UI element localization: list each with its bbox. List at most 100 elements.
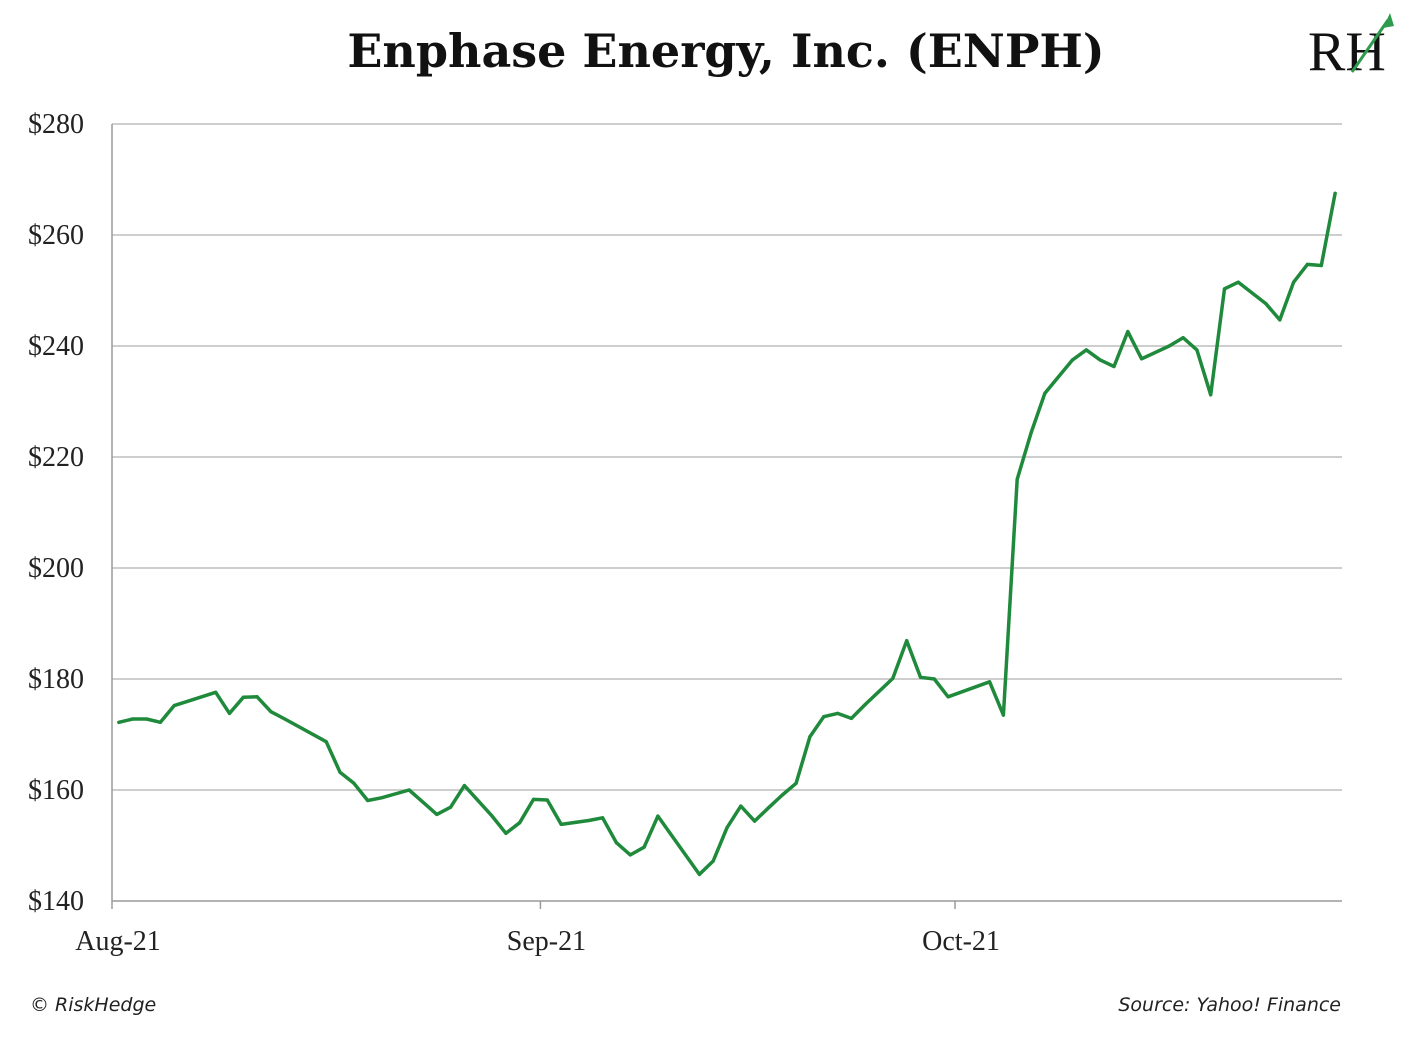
data-point — [366, 798, 370, 803]
data-point — [117, 720, 121, 724]
data-point — [1222, 287, 1227, 291]
data-point — [324, 740, 328, 744]
data-point — [1319, 263, 1323, 268]
data-point — [614, 841, 619, 845]
data-point — [407, 788, 411, 792]
data-point — [974, 685, 978, 689]
data-point — [1098, 358, 1102, 362]
data-point — [808, 735, 812, 739]
y-axis-ticks: $140 $160 $180 $200 $220 $240 $260 $280 — [28, 109, 84, 917]
data-point — [255, 695, 259, 699]
chart-title: Enphase Energy, Inc. (ENPH) — [347, 24, 1104, 78]
data-point — [587, 818, 591, 823]
data-point — [642, 845, 646, 849]
data-point — [1333, 191, 1337, 195]
data-point — [905, 639, 909, 643]
data-point — [1126, 330, 1130, 334]
data-point — [269, 710, 273, 714]
data-point — [988, 680, 992, 684]
y-tick-label: $180 — [28, 664, 84, 695]
data-point — [1209, 393, 1213, 397]
y-tick-label: $220 — [28, 442, 84, 473]
logo-arrow-head — [1383, 13, 1394, 28]
data-point — [1181, 336, 1185, 340]
data-point — [449, 805, 453, 809]
data-point — [739, 804, 743, 808]
data-point — [1264, 302, 1268, 306]
y-tick-label: $260 — [28, 220, 84, 251]
data-point — [863, 702, 867, 707]
data-point — [1140, 357, 1144, 361]
x-tick-label: Aug-21 — [75, 926, 161, 957]
y-tick-label: $200 — [28, 553, 84, 584]
data-point — [1029, 431, 1033, 435]
data-point — [158, 720, 162, 724]
x-tick-label: Sep-21 — [507, 926, 586, 957]
source-text: Source: Yahoo! Finance — [1118, 994, 1341, 1016]
data-point — [1278, 318, 1282, 322]
data-point — [131, 717, 135, 721]
data-point — [559, 822, 563, 827]
data-point — [1043, 391, 1047, 395]
data-point — [1167, 344, 1171, 348]
data-point — [711, 859, 715, 863]
data-point — [836, 711, 840, 716]
gridlines — [111, 123, 1342, 902]
data-point — [1015, 477, 1019, 481]
x-tick-label: Oct-21 — [922, 926, 1000, 957]
data-point — [241, 695, 245, 699]
data-point — [462, 784, 466, 788]
y-tick-label: $140 — [28, 886, 84, 917]
data-point — [172, 704, 176, 708]
data-point — [601, 816, 605, 820]
data-point — [1236, 280, 1240, 284]
data-point — [725, 826, 729, 830]
data-point — [1084, 348, 1088, 352]
data-point — [338, 770, 342, 774]
data-point — [1112, 364, 1116, 369]
copyright-text: © RiskHedge — [30, 994, 156, 1016]
data-point — [766, 806, 771, 810]
logo-lettering: RH — [1308, 21, 1386, 83]
data-point — [145, 717, 149, 721]
data-point — [946, 695, 950, 699]
data-point — [518, 821, 522, 825]
y-tick-label: $280 — [28, 109, 84, 140]
y-tick-label: $240 — [28, 331, 84, 362]
data-point — [1070, 358, 1075, 362]
data-point — [379, 796, 384, 800]
data-point — [283, 717, 287, 721]
data-point — [227, 711, 232, 716]
data-point — [697, 872, 702, 877]
data-point — [628, 853, 632, 857]
data-point — [656, 814, 660, 818]
data-point — [822, 715, 826, 719]
data-point — [421, 800, 425, 804]
data-point — [504, 831, 508, 835]
series-layer — [117, 191, 1337, 877]
data-point — [918, 675, 923, 679]
data-point — [780, 793, 784, 797]
data-point — [753, 819, 757, 823]
data-point — [932, 677, 936, 681]
data-point — [545, 798, 549, 802]
x-axis-ticks: Aug-21 Sep-21 Oct-21 — [75, 901, 1000, 957]
data-point — [352, 781, 356, 785]
data-point — [1195, 348, 1199, 352]
data-point — [1305, 262, 1309, 266]
data-point — [1292, 280, 1296, 284]
data-point — [186, 699, 190, 703]
logo-arrow-shaft — [1350, 19, 1390, 73]
y-tick-label: $160 — [28, 775, 84, 806]
data-point — [683, 853, 688, 857]
data-point — [214, 690, 218, 694]
data-point — [794, 781, 798, 785]
data-point — [1001, 713, 1006, 717]
data-point — [531, 797, 536, 802]
series-line-0 — [117, 191, 1337, 877]
data-point — [891, 676, 895, 681]
brand-logo: RH — [1308, 13, 1394, 83]
data-point — [490, 814, 494, 818]
data-point — [435, 812, 439, 817]
